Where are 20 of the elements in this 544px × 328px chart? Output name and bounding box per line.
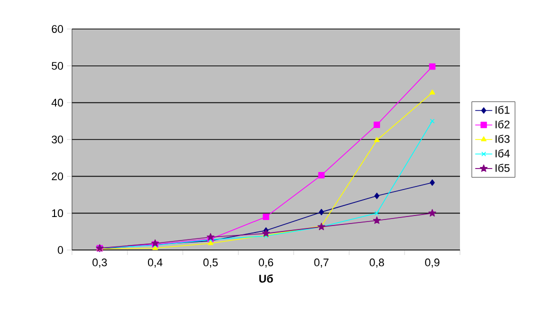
x-tick-label: 0,5	[203, 258, 218, 268]
x-tick-label: 0,3	[92, 258, 107, 268]
x-tick-label: 0,6	[258, 258, 274, 268]
legend-label: Iб3	[496, 134, 510, 143]
y-tick-label: 20	[52, 172, 64, 180]
legend-label: Iб2	[496, 120, 510, 128]
x-tick-label: 0,7	[314, 258, 328, 268]
x-axis-title: Uб	[259, 274, 273, 283]
x-tick-label: 0,4	[148, 258, 162, 268]
x-tick-label: 0,8	[370, 258, 384, 268]
legend-label: Iб4	[496, 149, 510, 158]
legend-label: Iб5	[496, 164, 510, 172]
y-tick-label: 60	[52, 25, 64, 33]
y-tick-label: 50	[52, 62, 64, 70]
y-tick-label: 0	[58, 246, 64, 254]
y-tick-label: 10	[52, 209, 64, 218]
y-tick-label: 40	[52, 98, 64, 107]
y-tick-label: 30	[52, 136, 64, 144]
legend-label: Iб1	[496, 106, 510, 114]
x-tick-label: 0,9	[425, 258, 440, 268]
